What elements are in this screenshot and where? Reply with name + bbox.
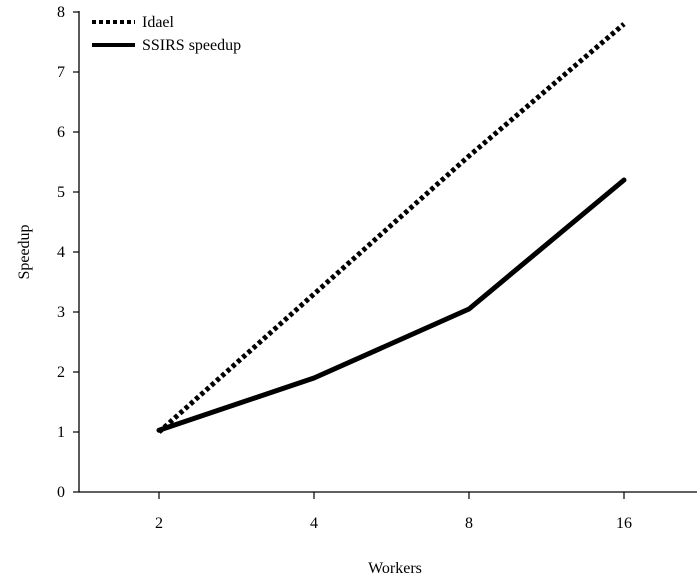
y-tick-label-3: 3	[57, 304, 65, 321]
x-tick-label-8: 8	[465, 515, 473, 532]
x-tick-label-4: 4	[310, 515, 318, 532]
legend: Idael SSIRS speedup	[92, 14, 241, 54]
x-tick-label-16: 16	[616, 515, 632, 532]
series-line-0	[157, 22, 626, 434]
y-tick-label-5: 5	[57, 184, 65, 201]
y-tick-label-6: 6	[57, 124, 65, 141]
y-tick-label-1: 1	[57, 424, 65, 441]
ticks-layer: 0 1 2 3 4 5 6 7 8 2 4 8 16	[57, 4, 632, 532]
series-layer	[156, 22, 627, 434]
legend-label-0: Idael	[142, 14, 175, 31]
y-tick-label-0: 0	[57, 484, 65, 501]
x-axis-title: Workers	[368, 560, 422, 577]
legend-label-1: SSIRS speedup	[142, 37, 241, 54]
y-axis-title: Speedup	[16, 224, 33, 279]
y-tick-label-4: 4	[57, 244, 65, 261]
y-tick-label-2: 2	[57, 364, 65, 381]
x-tick-label-2: 2	[155, 515, 163, 532]
y-tick-label-7: 7	[57, 64, 65, 81]
y-tick-label-8: 8	[57, 4, 65, 21]
series-line-1	[156, 177, 627, 433]
